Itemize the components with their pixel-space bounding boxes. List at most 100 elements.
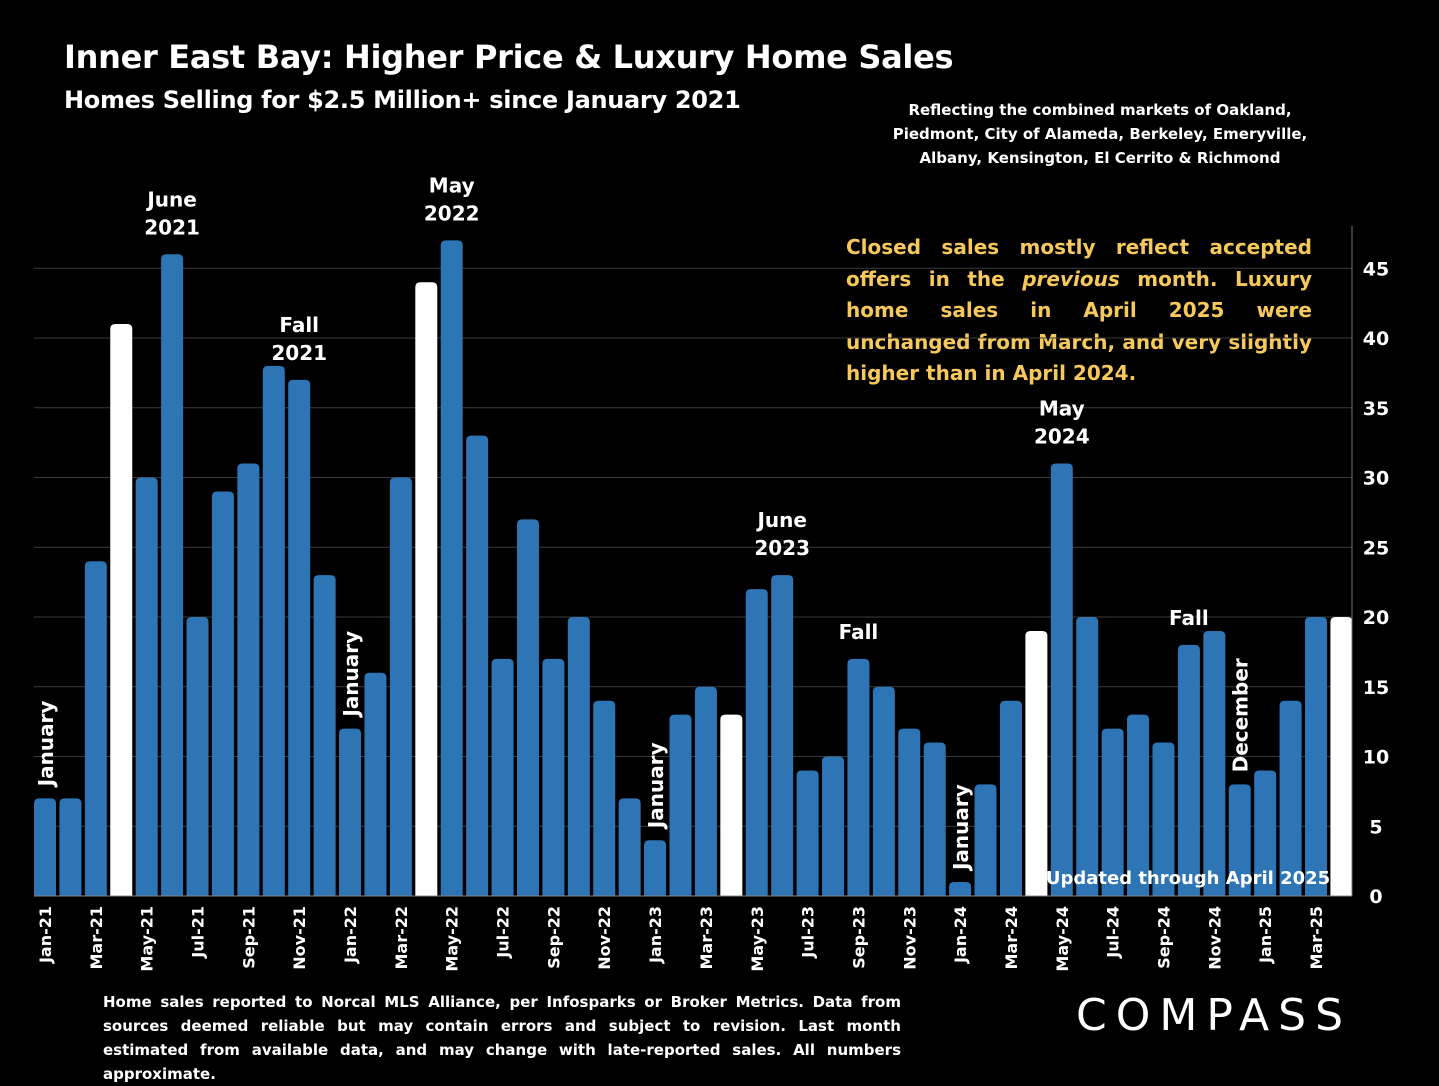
annotation-label: January: [949, 784, 973, 872]
bar-mar-21: [84, 561, 107, 896]
x-tick-label: Sep-23: [849, 906, 868, 969]
x-tick-label: May-24: [1053, 906, 1072, 972]
bar-feb-23: [669, 714, 692, 896]
bar-dec-24: [1228, 784, 1251, 896]
compass-logo: COMPASS: [1076, 990, 1352, 1041]
y-tick-label: 25: [1363, 537, 1389, 559]
callout-note: Closed sales mostly reflect accepted off…: [846, 232, 1312, 390]
bar-may-24: [1050, 463, 1073, 896]
callout-part2: month. Luxury home sales in April 2025 w…: [846, 266, 1312, 386]
bar-oct-22: [567, 617, 590, 896]
bar-aug-24: [1127, 714, 1150, 896]
bar-jan-25: [1254, 770, 1277, 896]
x-tick-label: Mar-25: [1307, 906, 1326, 970]
bar-feb-21: [59, 798, 82, 896]
bars: [34, 240, 1353, 897]
bar-nov-23: [898, 728, 921, 896]
annotation-label: December: [1229, 658, 1253, 772]
y-tick-label: 40: [1363, 328, 1389, 350]
bar-jul-23: [796, 770, 819, 896]
bar-nov-22: [593, 700, 616, 896]
bar-may-23: [745, 589, 768, 896]
x-tick-label: Jan-23: [646, 906, 665, 964]
bar-aug-22: [516, 519, 539, 896]
x-tick-label: Nov-21: [290, 906, 309, 970]
x-tick-label: Jul-21: [189, 906, 208, 959]
y-tick-label: 20: [1363, 607, 1389, 629]
footnote: Home sales reported to Norcal MLS Allian…: [103, 993, 901, 1083]
bar-aug-21: [211, 491, 234, 896]
bar-dec-21: [313, 575, 336, 896]
bar-oct-21: [262, 365, 285, 896]
bar-apr-23: [720, 714, 743, 896]
annotation-label: May 2022: [424, 173, 480, 225]
x-tick-label: Sep-24: [1154, 906, 1173, 969]
y-tick-label: 5: [1369, 816, 1382, 838]
annotation-label: June 2023: [754, 508, 810, 560]
bar-jun-23: [771, 575, 794, 896]
x-tick-label: Sep-22: [544, 906, 563, 969]
y-tick-label: 35: [1363, 398, 1389, 420]
annotation-label: Fall: [839, 620, 879, 644]
bar-feb-22: [364, 672, 387, 896]
x-tick-label: Jul-22: [494, 906, 513, 959]
x-tick-label: Jul-24: [1104, 906, 1123, 959]
x-tick-label: Sep-21: [239, 906, 258, 969]
x-tick-label: Jul-23: [799, 906, 818, 959]
x-tick-label: May-22: [443, 906, 462, 972]
x-tick-label: Jan-25: [1256, 906, 1275, 964]
bar-may-22: [440, 240, 463, 897]
bar-jun-21: [161, 254, 184, 897]
bar-jul-21: [186, 617, 209, 896]
bar-feb-24: [974, 784, 997, 896]
bar-apr-22: [415, 282, 438, 896]
bar-sep-22: [542, 658, 565, 896]
annotation-label: Fall: [1169, 606, 1209, 630]
x-tick-label: May-21: [138, 906, 157, 972]
bar-nov-21: [288, 379, 311, 897]
bar-mar-24: [999, 700, 1022, 896]
bar-dec-23: [923, 742, 946, 896]
annotation-label: May 2024: [1034, 397, 1090, 449]
y-tick-label: 30: [1363, 468, 1389, 490]
annotation-label: Fall 2021: [271, 313, 327, 365]
bar-jan-22: [339, 728, 362, 896]
bar-mar-22: [389, 477, 412, 896]
x-tick-label: Mar-21: [87, 906, 106, 970]
bar-jun-24: [1076, 617, 1099, 896]
bar-sep-24: [1152, 742, 1175, 896]
y-tick-label: 10: [1363, 747, 1389, 769]
updated-note: Updated through April 2025: [1046, 868, 1330, 889]
annotation-label: January: [34, 701, 58, 789]
axes: 0 5 10 15 20 25 30 35 40 45 Jan-21 Mar-21 May-21 Jul-…: [34, 226, 1389, 972]
x-tick-label: Jan-22: [341, 906, 360, 964]
bar-oct-24: [1177, 644, 1200, 896]
callout-part1: Closed sales mostly reflect accepted off…: [846, 235, 1312, 291]
bar-apr-24: [1025, 630, 1048, 896]
annotation-label: January: [339, 631, 363, 719]
x-tick-label: Jan-21: [36, 906, 55, 964]
bar-mar-25: [1305, 617, 1327, 896]
bar-aug-23: [822, 756, 845, 896]
x-tick-label: Mar-23: [697, 906, 716, 970]
bar-mar-23: [694, 686, 717, 896]
markets-note: Reflecting the combined markets of Oakla…: [892, 101, 1308, 167]
y-tick-label: 45: [1363, 258, 1389, 280]
x-tick-label: May-23: [748, 906, 767, 972]
bar-apr-25: [1330, 617, 1353, 896]
annotations: January June 2021 Fall 2021 January May 2022 Jan…: [34, 173, 1253, 872]
annotation-label: June 2021: [144, 187, 200, 239]
bar-apr-21: [110, 324, 133, 896]
chart-subtitle: Homes Selling for $2.5 Million+ since Ja…: [64, 86, 741, 114]
y-tick-label: 0: [1369, 886, 1382, 908]
bar-sep-21: [237, 463, 260, 896]
bar-sep-23: [847, 658, 870, 896]
bar-feb-25: [1279, 700, 1302, 896]
x-tick-label: Nov-24: [1205, 906, 1224, 970]
bar-nov-24: [1203, 630, 1226, 896]
bar-jan-23: [644, 840, 667, 896]
x-tick-label: Nov-22: [595, 906, 614, 970]
bar-may-21: [135, 477, 158, 896]
bar-dec-22: [618, 798, 641, 896]
y-tick-label: 15: [1363, 677, 1389, 699]
